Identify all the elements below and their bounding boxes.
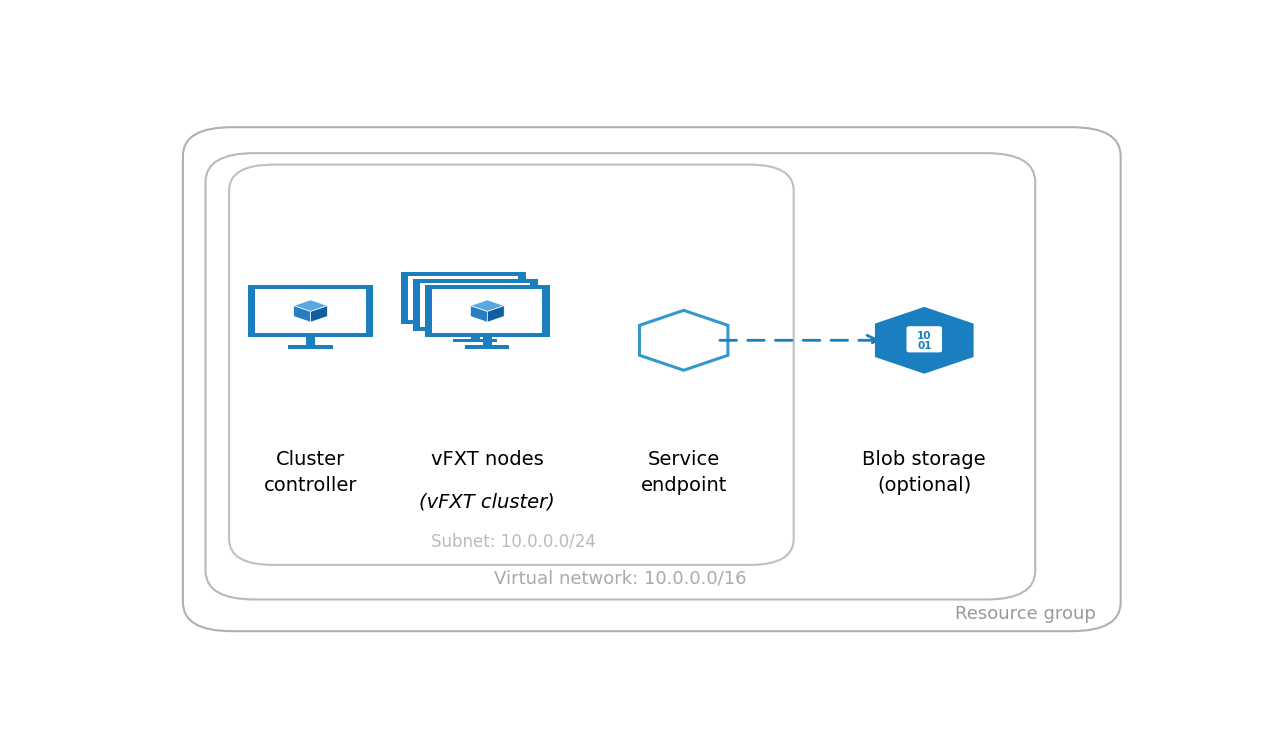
Polygon shape xyxy=(294,300,327,311)
Polygon shape xyxy=(289,346,333,349)
Polygon shape xyxy=(310,306,327,322)
Polygon shape xyxy=(256,289,366,334)
FancyArrowPatch shape xyxy=(720,335,877,346)
Text: Cluster
controller: Cluster controller xyxy=(264,450,357,495)
Polygon shape xyxy=(875,307,973,374)
Polygon shape xyxy=(432,289,542,334)
Polygon shape xyxy=(459,299,475,316)
FancyBboxPatch shape xyxy=(229,165,793,565)
Polygon shape xyxy=(424,286,550,337)
Polygon shape xyxy=(307,337,315,346)
Polygon shape xyxy=(446,292,464,309)
Polygon shape xyxy=(446,286,480,298)
Text: Subnet: 10.0.0.0/24: Subnet: 10.0.0.0/24 xyxy=(431,533,597,551)
Polygon shape xyxy=(640,310,729,370)
FancyBboxPatch shape xyxy=(205,153,1035,599)
Polygon shape xyxy=(465,346,509,349)
Polygon shape xyxy=(483,337,492,346)
Polygon shape xyxy=(488,306,504,322)
Polygon shape xyxy=(470,306,488,322)
Polygon shape xyxy=(421,283,531,327)
Text: 01: 01 xyxy=(917,341,931,352)
Polygon shape xyxy=(471,331,480,339)
Text: (vFXT cluster): (vFXT cluster) xyxy=(419,493,555,512)
Polygon shape xyxy=(248,286,372,337)
Polygon shape xyxy=(459,324,468,332)
Polygon shape xyxy=(464,292,480,309)
FancyBboxPatch shape xyxy=(182,127,1120,631)
Text: Service
endpoint: Service endpoint xyxy=(641,450,727,495)
Text: vFXT nodes: vFXT nodes xyxy=(431,450,544,469)
Text: Resource group: Resource group xyxy=(955,604,1096,622)
Polygon shape xyxy=(413,279,537,331)
Polygon shape xyxy=(459,293,492,305)
Polygon shape xyxy=(294,306,310,322)
Polygon shape xyxy=(475,299,492,316)
Text: Blob storage
(optional): Blob storage (optional) xyxy=(863,450,986,495)
Polygon shape xyxy=(441,332,485,335)
Polygon shape xyxy=(408,276,518,320)
Text: Virtual network: 10.0.0.0/16: Virtual network: 10.0.0.0/16 xyxy=(494,570,746,588)
Text: 10: 10 xyxy=(917,331,931,341)
Polygon shape xyxy=(470,300,504,311)
Polygon shape xyxy=(400,272,526,324)
FancyBboxPatch shape xyxy=(906,326,943,352)
Polygon shape xyxy=(454,339,498,342)
